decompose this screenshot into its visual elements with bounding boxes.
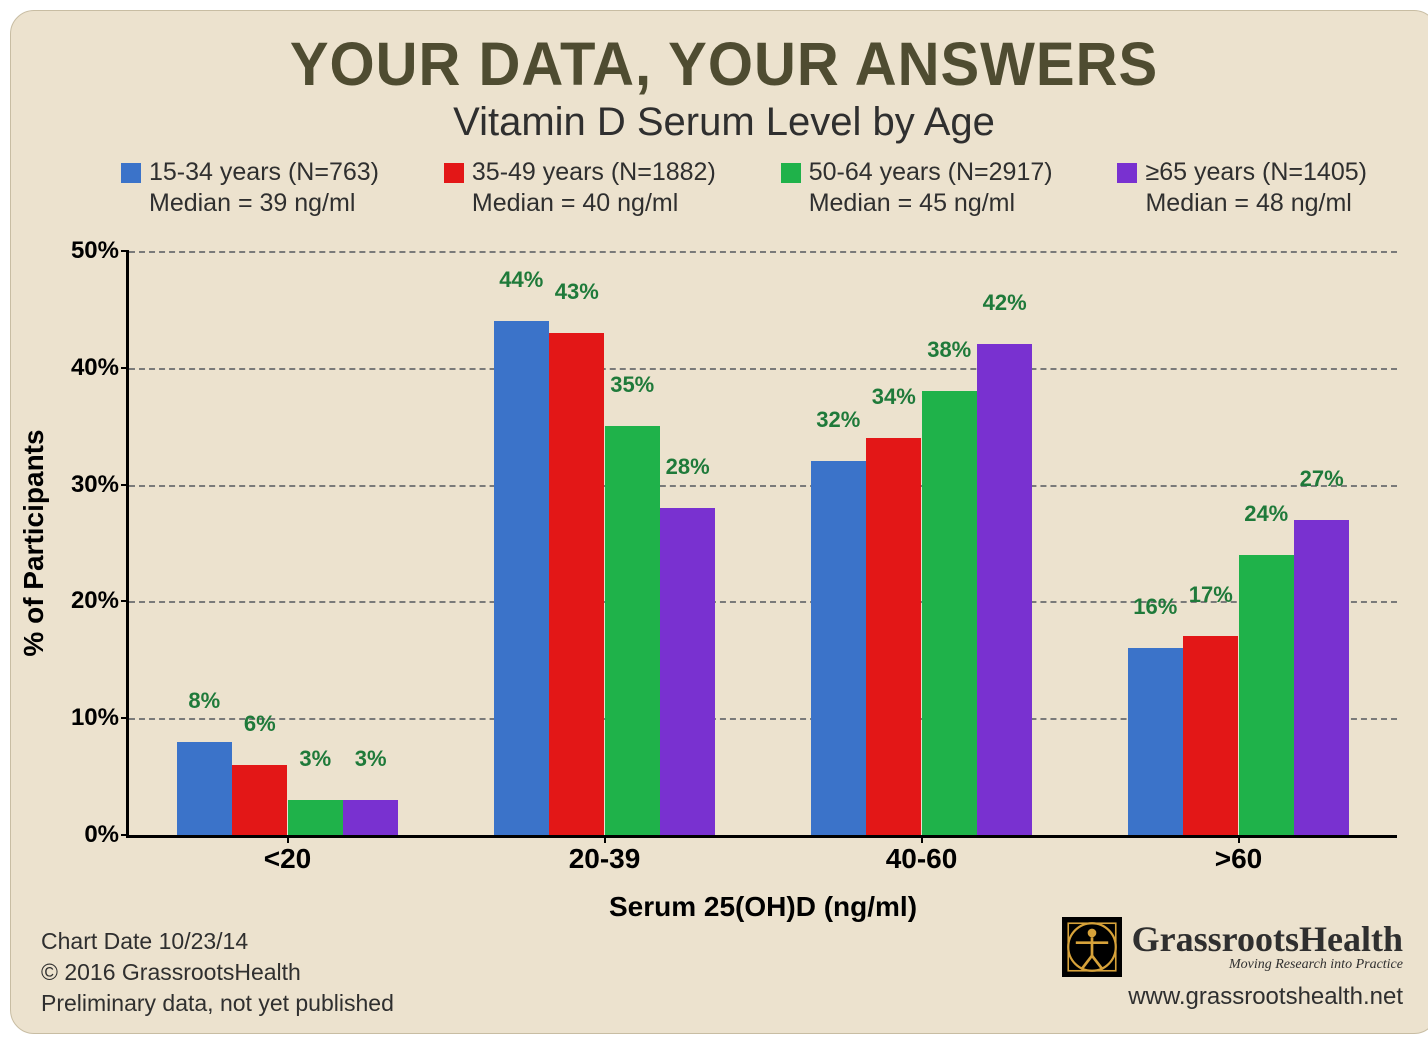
bar-value-label: 8% <box>188 688 220 714</box>
bar-value-label: 6% <box>244 711 276 737</box>
bar <box>343 800 398 835</box>
y-tick-label: 10% <box>59 704 119 732</box>
y-tick-label: 50% <box>59 237 119 265</box>
legend-label: 15-34 years (N=763)Median = 39 ng/ml <box>149 157 379 220</box>
y-tick-mark <box>121 834 129 836</box>
bar <box>660 508 715 835</box>
bar-value-label: 3% <box>355 746 387 772</box>
y-tick-mark <box>121 484 129 486</box>
brand-block: GrassrootsHealth Moving Research into Pr… <box>1062 917 1403 1011</box>
grid-line <box>129 368 1397 370</box>
brand-tagline: Moving Research into Practice <box>1132 957 1403 973</box>
bar <box>866 438 921 835</box>
x-tick-mark <box>1238 835 1240 843</box>
bar <box>232 765 287 835</box>
bar-value-label: 38% <box>927 337 971 363</box>
bar-value-label: 16% <box>1133 594 1177 620</box>
y-tick-label: 40% <box>59 354 119 382</box>
footer-line-2: © 2016 GrassrootsHealth <box>41 957 394 988</box>
x-tick-label: 20-39 <box>569 843 641 875</box>
bar-value-label: 3% <box>299 746 331 772</box>
bar <box>494 321 549 835</box>
bar-value-label: 28% <box>666 454 710 480</box>
bar-value-label: 42% <box>983 290 1027 316</box>
bar-value-label: 24% <box>1244 501 1288 527</box>
x-tick-label: <20 <box>264 843 312 875</box>
legend-swatch-icon <box>444 163 464 183</box>
legend-item: ≥65 years (N=1405)Median = 48 ng/ml <box>1117 157 1366 220</box>
page-title: YOUR DATA, YOUR ANSWERS <box>41 29 1407 99</box>
legend-swatch-icon <box>1117 163 1137 183</box>
footer-line-3: Preliminary data, not yet published <box>41 988 394 1019</box>
bar <box>1183 636 1238 835</box>
plot: % of Participants Serum 25(OH)D (ng/ml) … <box>126 251 1397 838</box>
x-tick-mark <box>921 835 923 843</box>
bar-value-label: 34% <box>872 384 916 410</box>
x-tick-label: >60 <box>1215 843 1263 875</box>
legend-label: 50-64 years (N=2917)Median = 45 ng/ml <box>809 157 1053 220</box>
legend-item: 35-49 years (N=1882)Median = 40 ng/ml <box>444 157 716 220</box>
x-tick-label: 40-60 <box>886 843 958 875</box>
grid-line <box>129 251 1397 253</box>
chart-subtitle: Vitamin D Serum Level by Age <box>41 100 1407 145</box>
bar-value-label: 35% <box>610 372 654 398</box>
chart-card: YOUR DATA, YOUR ANSWERS Vitamin D Serum … <box>10 10 1428 1034</box>
bar-value-label: 44% <box>499 267 543 293</box>
bar <box>1294 520 1349 835</box>
bar-value-label: 27% <box>1300 466 1344 492</box>
bar <box>977 344 1032 835</box>
bar <box>1128 648 1183 835</box>
legend-item: 50-64 years (N=2917)Median = 45 ng/ml <box>781 157 1053 220</box>
x-tick-mark <box>287 835 289 843</box>
bar <box>549 333 604 835</box>
brand-logo-icon <box>1062 917 1122 977</box>
x-tick-mark <box>604 835 606 843</box>
y-tick-mark <box>121 717 129 719</box>
brand-url: www.grassrootshealth.net <box>1062 983 1403 1011</box>
y-tick-mark <box>121 367 129 369</box>
footer-notes: Chart Date 10/23/14 © 2016 GrassrootsHea… <box>41 926 394 1019</box>
legend-label: ≥65 years (N=1405)Median = 48 ng/ml <box>1145 157 1366 220</box>
legend-swatch-icon <box>781 163 801 183</box>
y-tick-label: 20% <box>59 587 119 615</box>
bar-value-label: 32% <box>816 407 860 433</box>
bar <box>922 391 977 835</box>
legend-label: 35-49 years (N=1882)Median = 40 ng/ml <box>472 157 716 220</box>
bar <box>605 426 660 835</box>
bar-value-label: 43% <box>555 279 599 305</box>
bar <box>288 800 343 835</box>
legend-item: 15-34 years (N=763)Median = 39 ng/ml <box>121 157 379 220</box>
y-tick-mark <box>121 600 129 602</box>
bar <box>811 461 866 835</box>
grid-line <box>129 485 1397 487</box>
bar-value-label: 17% <box>1189 582 1233 608</box>
legend: 15-34 years (N=763)Median = 39 ng/ml 35-4… <box>121 157 1367 220</box>
bar <box>177 742 232 835</box>
y-tick-label: 30% <box>59 471 119 499</box>
brand-name: GrassrootsHealth <box>1132 921 1403 957</box>
legend-swatch-icon <box>121 163 141 183</box>
x-axis-label: Serum 25(OH)D (ng/ml) <box>609 891 917 923</box>
plot-area: % of Participants Serum 25(OH)D (ng/ml) … <box>126 251 1397 838</box>
y-tick-label: 0% <box>59 821 119 849</box>
bar <box>1239 555 1294 835</box>
y-tick-mark <box>121 250 129 252</box>
footer-line-1: Chart Date 10/23/14 <box>41 926 394 957</box>
y-axis-label: % of Participants <box>18 429 50 656</box>
